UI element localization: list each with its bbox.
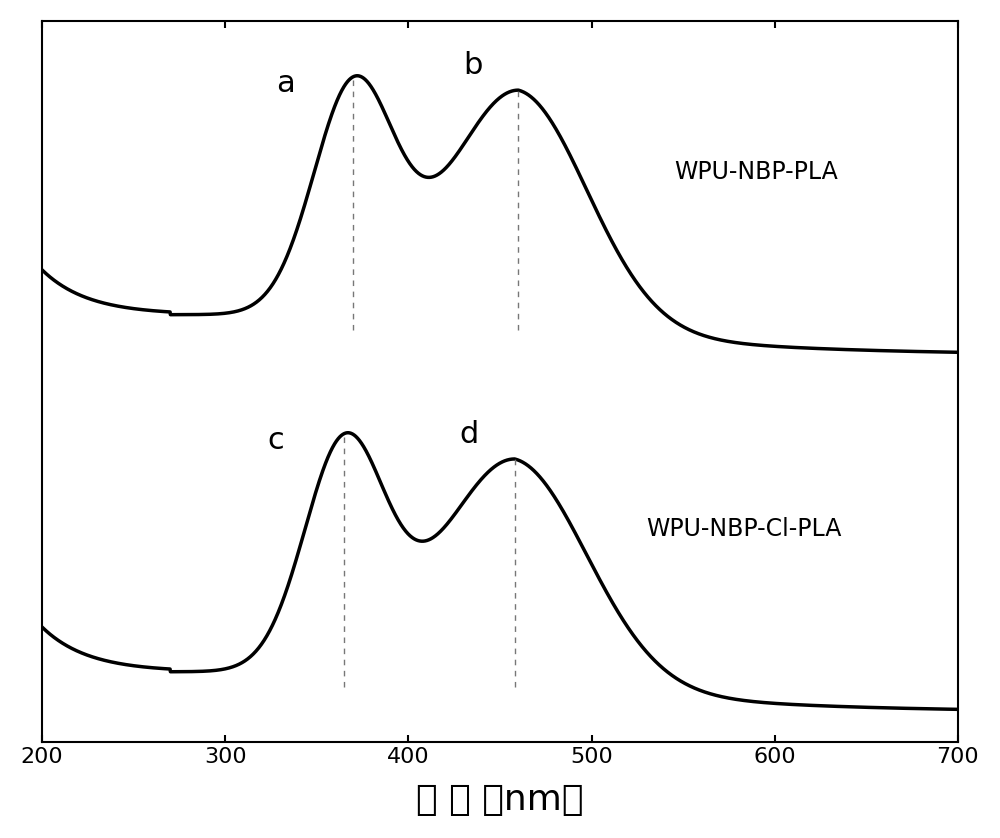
Text: WPU-NBP-Cl-PLA: WPU-NBP-Cl-PLA <box>647 517 842 541</box>
X-axis label: 波 长 （nm）: 波 长 （nm） <box>416 784 584 817</box>
Text: b: b <box>463 51 483 80</box>
Text: c: c <box>267 426 284 455</box>
Text: WPU-NBP-PLA: WPU-NBP-PLA <box>674 160 838 184</box>
Text: d: d <box>460 420 479 448</box>
Text: a: a <box>277 69 295 98</box>
